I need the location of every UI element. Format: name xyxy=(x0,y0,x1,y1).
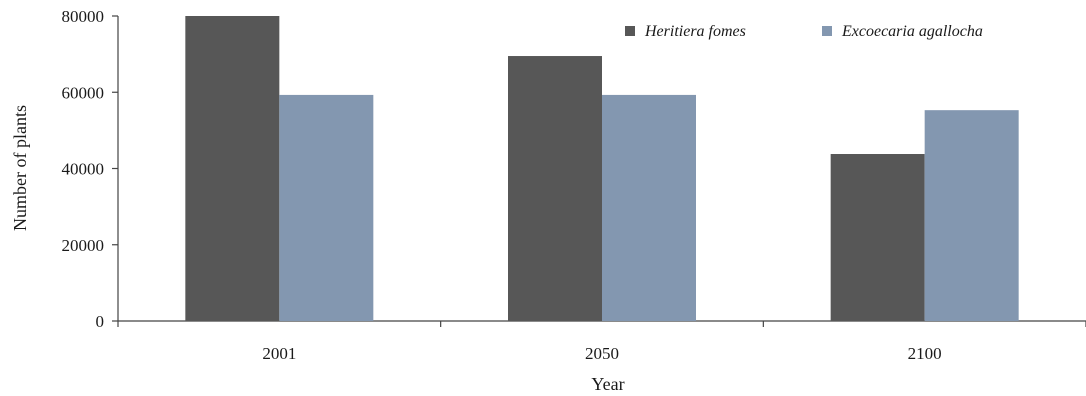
bar-excoecaria-agallocha-2050 xyxy=(602,94,696,321)
bar-excoecaria-agallocha-2001 xyxy=(279,94,374,321)
y-tick-label: 20000 xyxy=(62,236,105,255)
legend: Heritiera fomes Excoecaria agallocha xyxy=(625,23,983,40)
y-axis: 0 20000 40000 60000 80000 xyxy=(62,7,119,331)
y-tick-label: 60000 xyxy=(62,83,105,102)
x-tick-label: 2100 xyxy=(908,344,942,363)
bar-heritiera-fomes-2100 xyxy=(830,154,925,321)
y-tick-label: 80000 xyxy=(62,7,105,26)
x-tick-label: 2050 xyxy=(585,344,619,363)
y-tick-label: 40000 xyxy=(62,160,105,179)
bar-excoecaria-agallocha-2100 xyxy=(924,110,1019,321)
x-tick-label: 2001 xyxy=(262,344,296,363)
legend-label: Heritiera fomes xyxy=(644,23,746,40)
legend-label: Excoecaria agallocha xyxy=(841,23,983,40)
bar-heritiera-fomes-2050 xyxy=(508,56,602,321)
bars xyxy=(185,16,1019,321)
x-axis-title: Year xyxy=(591,374,624,394)
legend-swatch xyxy=(822,26,832,36)
legend-swatch xyxy=(625,26,635,36)
bar-heritiera-fomes-2001 xyxy=(185,16,280,321)
y-tick-label: 0 xyxy=(96,312,105,331)
x-axis: 2001 2050 2100 xyxy=(117,320,1086,363)
y-axis-title: Number of plants xyxy=(10,105,30,231)
